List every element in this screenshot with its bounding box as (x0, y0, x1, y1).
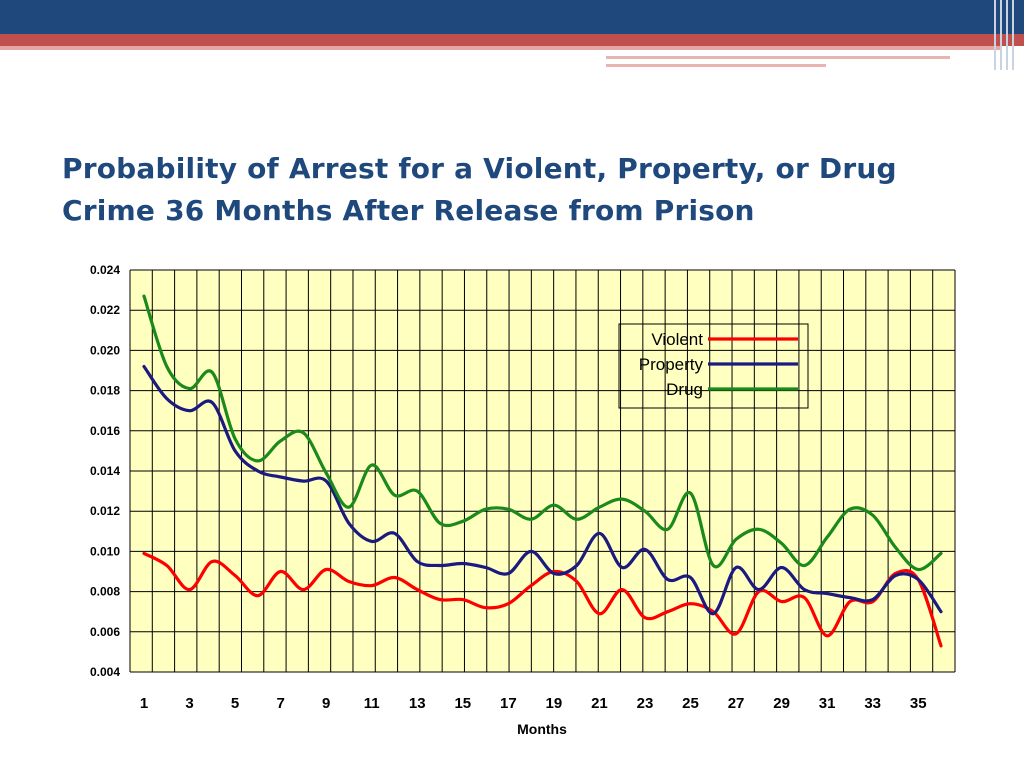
y-tick-label: 0.008 (90, 585, 120, 599)
decorative-line (606, 56, 950, 59)
decorative-stripe (1012, 0, 1014, 70)
x-tick-label: 7 (276, 695, 284, 712)
x-axis: 1 3 5 7 9 11 13 15 17 19 21 23 25 27 29 31 33 35 (140, 695, 927, 712)
legend: Violent Property Drug (618, 323, 809, 409)
y-tick-label: 0.010 (90, 544, 120, 558)
y-tick-label: 0.014 (90, 464, 120, 478)
y-tick-label: 0.006 (90, 625, 120, 639)
x-tick-label: 23 (637, 695, 654, 712)
y-tick-label: 0.004 (90, 665, 120, 679)
series-line-drug (142, 294, 943, 572)
series-lines (142, 294, 943, 648)
y-tick-label: 0.024 (90, 263, 120, 277)
decorative-line (606, 64, 826, 67)
legend-label-property: Property (639, 355, 704, 374)
x-tick-label: 33 (864, 695, 881, 712)
decorative-stripe (994, 0, 996, 70)
x-tick-label: 35 (910, 695, 927, 712)
y-tick-label: 0.018 (90, 384, 120, 398)
decorative-stripe (1000, 0, 1002, 70)
x-tick-label: 29 (773, 695, 790, 712)
x-tick-label: 27 (728, 695, 745, 712)
y-axis: 0.004 0.006 0.008 0.010 0.012 0.014 0.016 0.018… (90, 263, 120, 679)
series-line-property (142, 364, 943, 616)
series-line-violent (142, 551, 943, 648)
x-tick-label: 21 (591, 695, 608, 712)
x-tick-label: 5 (231, 695, 239, 712)
x-tick-label: 17 (500, 695, 517, 712)
x-tick-label: 3 (185, 695, 193, 712)
y-tick-label: 0.020 (90, 343, 120, 357)
x-tick-label: 25 (682, 695, 699, 712)
legend-box (618, 323, 809, 409)
line-chart: 0.004 0.006 0.008 0.010 0.012 0.014 0.016 0.018… (90, 263, 956, 737)
x-tick-label: 19 (546, 695, 563, 712)
slide-title: Probability of Arrest for a Violent, Pro… (62, 152, 897, 227)
y-tick-label: 0.016 (90, 424, 120, 438)
x-axis-label: Months (517, 721, 567, 737)
header-bar (0, 0, 1024, 34)
accent-stripe (0, 46, 1000, 50)
x-tick-label: 13 (409, 695, 426, 712)
x-tick-label: 9 (322, 695, 330, 712)
x-tick-label: 1 (140, 695, 148, 712)
x-tick-label: 11 (364, 695, 380, 712)
legend-label-violent: Violent (651, 330, 703, 349)
x-tick-label: 31 (819, 695, 836, 712)
y-tick-label: 0.012 (90, 504, 120, 518)
decorative-stripe (1006, 0, 1008, 70)
x-tick-label: 15 (454, 695, 471, 712)
accent-band (0, 34, 1024, 46)
legend-label-drug: Drug (666, 380, 703, 399)
y-tick-label: 0.022 (90, 303, 120, 317)
